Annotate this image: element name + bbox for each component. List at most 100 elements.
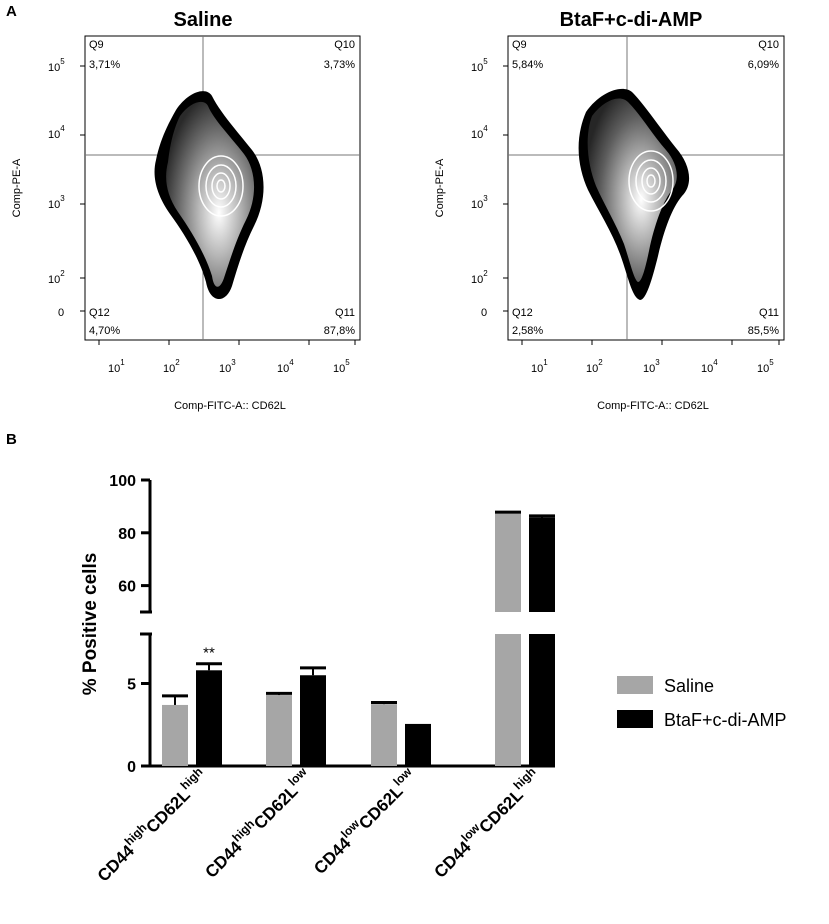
y-axis: Comp-PE-A 105 104 103 102 0 [11,57,85,319]
axis-title: Comp-FITC-A:: CD62L [174,400,286,412]
y-tick-label: 104 [48,124,65,141]
quadrant-label: Q10 [334,39,355,51]
panel-a-label: A [6,3,17,20]
y-tick-label: 104 [471,124,488,141]
svg-text:102: 102 [48,269,65,286]
flow-plot-btaf: BtaF+c-di-AMP Q9 5,84% Q10 6,09% Q12 2,5… [434,9,785,412]
tick-exp: 4 [60,124,65,133]
x-tick-label: 102 [163,358,180,375]
bar-upper-segment [529,517,555,612]
bar [196,670,222,766]
category-label-base: CD62L [355,782,407,834]
y-axis: Comp-PE-A 105 104 103 102 0 [434,57,508,319]
quadrant-label: Q9 [512,39,527,51]
tick-exp: 3 [231,358,236,367]
tick-exp: 2 [483,269,488,278]
svg-text:102: 102 [163,358,180,375]
tick-base: 10 [757,363,769,375]
quadrant-value: 2,58% [512,325,543,337]
svg-text:104: 104 [701,358,718,375]
bar [162,704,188,766]
tick-base: 10 [219,363,231,375]
tick-exp: 2 [598,358,603,367]
bar-upper-segment [495,513,521,612]
tick-exp: 5 [345,358,350,367]
category-label-text: CD44highCD62Llow [199,764,317,882]
quadrant-label: Q11 [759,307,779,319]
bar [300,675,326,766]
tick-base: 10 [643,363,655,375]
x-tick-label: 103 [643,358,660,375]
tick-exp: 4 [713,358,718,367]
svg-text:102: 102 [586,358,603,375]
tick-base: 10 [48,199,60,211]
y-axis-title: % Positive cells [80,553,101,696]
quadrant-label: Q9 [89,39,104,51]
y-tick-label: 0 [481,307,487,319]
category-label-base: CD62L [475,785,527,837]
svg-text:105: 105 [333,358,350,375]
y-tick-label: 100 [109,473,136,490]
svg-text:104: 104 [277,358,294,375]
svg-text:103: 103 [48,194,65,211]
category-label-text: CD44lowCD62Llow [307,764,421,878]
tick-base: 10 [277,363,289,375]
quadrant-value: 4,70% [89,325,120,337]
y-tick-label: 60 [118,579,136,596]
tick-exp: 3 [483,194,488,203]
svg-text:104: 104 [48,124,65,141]
y-tick-label: 0 [58,307,64,319]
bar [405,723,431,766]
tick-base: 10 [701,363,713,375]
x-tick-label: 103 [219,358,236,375]
y-tick-label: 103 [48,194,65,211]
bar [266,695,292,766]
x-tick-label: 101 [108,358,125,375]
bar [371,704,397,766]
svg-text:101: 101 [108,358,125,375]
quadrant-value: 6,09% [748,59,779,71]
x-axis: 101 102 103 104 105 Comp-FITC-A:: CD62L [98,340,356,412]
significance-marker: ** [203,645,215,662]
legend-label: BtaF+c-di-AMP [664,710,787,730]
tick-base: 10 [48,129,60,141]
svg-text:104: 104 [471,124,488,141]
category-label: CD44highCD62Llow [199,764,317,882]
tick-exp: 4 [289,358,294,367]
flow-plot-frame [507,35,785,341]
tick-exp: 3 [655,358,660,367]
category-label-base: CD62L [250,782,302,834]
tick-base: 10 [163,363,175,375]
svg-text:103: 103 [219,358,236,375]
y-tick-label: 105 [48,57,65,74]
legend-swatch [617,710,653,728]
y-tick-label: 102 [48,269,65,286]
tick-exp: 5 [483,57,488,66]
y-tick-label: 5 [127,677,136,694]
x-tick-label: 104 [277,358,294,375]
flow-plot-saline: Saline Q9 3,71% Q10 3,73% Q12 4,70% Q11 … [11,9,361,412]
bar-lower-segment [529,634,555,766]
bar-chart: 60 80 100 0 5 % Positive cells ** CD44highCD62L… [80,473,787,885]
flow-plot-title: Saline [174,9,233,31]
svg-text:105: 105 [471,57,488,74]
y-tick-label: 0 [127,759,136,776]
tick-base: 10 [531,363,543,375]
tick-base: 10 [48,274,60,286]
tick-exp: 4 [483,124,488,133]
flow-plot-title: BtaF+c-di-AMP [560,9,703,31]
quadrant-value: 87,8% [324,325,355,337]
axis-title: Comp-FITC-A:: CD62L [597,400,709,412]
x-tick-label: 105 [757,358,774,375]
svg-text:101: 101 [531,358,548,375]
panel-b-label: B [6,431,17,448]
y-tick-label: 102 [471,269,488,286]
svg-text:103: 103 [471,194,488,211]
category-label-text: CD44highCD62Lhigh [91,765,212,886]
tick-exp: 2 [175,358,180,367]
x-tick-label: 105 [333,358,350,375]
tick-exp: 1 [543,358,548,367]
tick-exp: 3 [60,194,65,203]
tick-base: 10 [48,62,60,74]
